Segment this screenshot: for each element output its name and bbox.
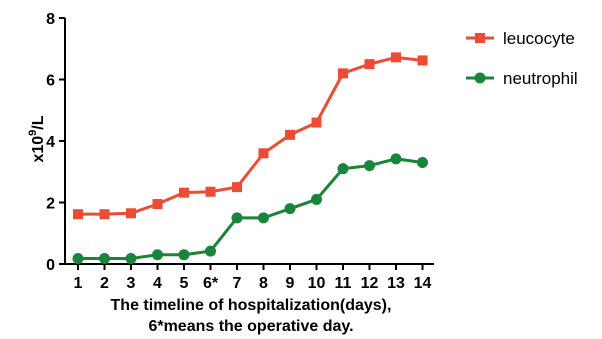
x-tick-label: 7 [233,275,242,292]
data-point-leucocyte [126,208,136,219]
data-point-leucocyte [73,209,83,220]
x-tick-label: 3 [127,275,136,292]
legend-label-neutrophil: neutrophil [503,69,578,88]
x-tick-label: 1 [74,275,83,292]
y-tick-label: 0 [46,257,55,274]
data-point-neutrophil [231,212,243,224]
data-point-neutrophil [258,212,269,224]
x-tick-label: 11 [335,275,352,292]
x-ticks: 1 2 3 4 5 6* 7 8 9 10 11 12 13 14 [74,264,432,292]
data-point-neutrophil [205,245,216,257]
data-point-neutrophil [152,249,163,261]
x-tick-label: 4 [153,275,162,292]
y-tick-label: 6 [46,73,55,90]
data-point-neutrophil [178,249,190,261]
y-tick-label: 8 [46,11,55,28]
data-point-leucocyte [417,55,428,66]
legend-item-leucocyte: leucocyte [466,29,575,48]
data-point-leucocyte [99,209,110,220]
data-point-leucocyte [179,187,189,198]
y-axis-title: x109/L [27,115,47,162]
data-point-neutrophil [125,252,137,264]
data-point-neutrophil [72,252,84,264]
x-tick-label: 8 [259,275,268,292]
y-ticks: 0 2 4 6 8 [46,11,65,274]
data-point-neutrophil [311,193,322,205]
data-point-leucocyte [285,129,295,140]
x-tick-label: 6* [203,275,219,292]
x-tick-label: 9 [286,275,295,292]
x-tick-label: 12 [361,275,379,292]
legend-item-neutrophil: neutrophil [466,69,578,88]
axes [64,18,434,265]
x-tick-label: 13 [387,275,405,292]
series-leucocyte [73,52,428,220]
data-point-leucocyte [311,117,322,128]
x-tick-label: 10 [308,275,326,292]
y-axis-title-base: x10 [30,136,47,163]
data-point-neutrophil [337,163,349,175]
data-point-neutrophil [364,160,375,172]
y-axis-title-exponent: 9 [27,130,39,136]
x-tick-label: 14 [414,275,432,292]
data-point-leucocyte [391,52,401,63]
legend-marker-neutrophil [474,72,486,84]
x-tick-label: 5 [180,275,189,292]
data-point-leucocyte [205,186,216,197]
legend: leucocyte neutrophil [466,29,578,88]
series-neutrophil [72,153,428,264]
data-point-leucocyte [364,59,375,70]
x-tick-label: 2 [100,275,109,292]
data-point-leucocyte [258,148,269,159]
x-axis-title-line-1: The timeline of hospitalization(days), [111,297,392,314]
x-axis-title-line-2: 6*means the operative day. [148,318,353,335]
data-point-neutrophil [417,157,428,169]
y-tick-label: 2 [46,196,55,213]
legend-marker-leucocyte [475,33,485,43]
y-axis-title-unit: /L [30,115,47,129]
data-point-leucocyte [232,182,242,193]
data-point-neutrophil [390,153,402,165]
data-point-neutrophil [284,203,296,215]
data-point-leucocyte [338,68,348,79]
y-tick-label: 4 [46,134,55,151]
data-point-leucocyte [152,199,163,210]
series-line-leucocyte [78,55,423,216]
series-layer [72,52,428,264]
legend-label-leucocyte: leucocyte [503,29,575,48]
data-point-neutrophil [99,252,110,264]
